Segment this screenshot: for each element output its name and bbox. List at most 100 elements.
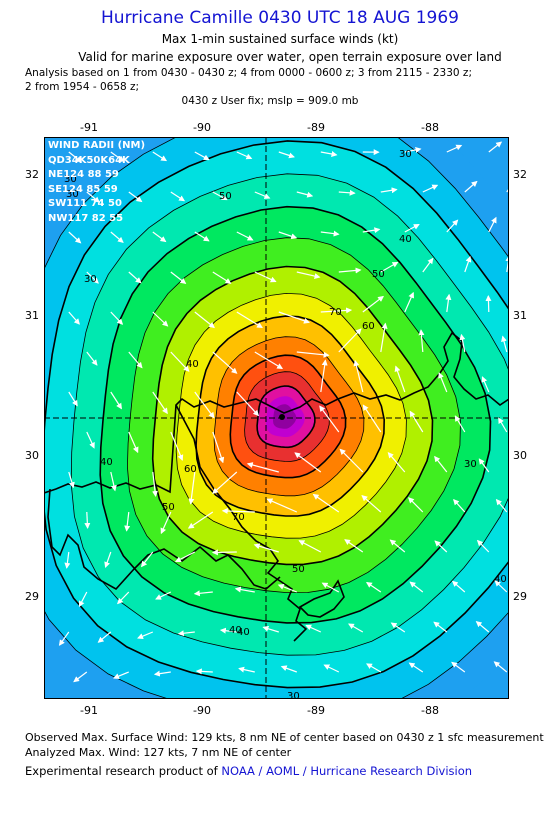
wind-vector-arrow bbox=[321, 582, 340, 593]
credit-prefix: Experimental research product of bbox=[25, 764, 222, 778]
wind-vector-arrow bbox=[475, 621, 490, 633]
wind-vector-arrow bbox=[278, 231, 298, 240]
contour-label: 50 bbox=[162, 502, 175, 513]
storm-center-marker[interactable] bbox=[279, 414, 285, 420]
isotach-contours bbox=[44, 137, 509, 699]
contour-label: 30 bbox=[287, 691, 300, 699]
wind-vector-arrow bbox=[128, 191, 143, 203]
wind-vector-arrow bbox=[485, 295, 492, 313]
contour-label: 30 bbox=[399, 149, 412, 160]
wind-vector-arrow bbox=[453, 498, 466, 513]
wind-vector-arrow bbox=[64, 551, 71, 569]
contour-label: 70 bbox=[329, 307, 342, 318]
wind-vector-arrow bbox=[152, 151, 168, 162]
wind-vector-arrow bbox=[446, 219, 459, 233]
wind-vector-arrow bbox=[68, 471, 75, 489]
contour-label: 30 bbox=[64, 174, 77, 185]
hrd-link[interactable]: NOAA / AOML / Hurricane Research Divisio… bbox=[221, 764, 473, 778]
wind-vector-arrow bbox=[170, 431, 184, 461]
isotach-line bbox=[44, 137, 509, 699]
wind-vector-arrow bbox=[451, 580, 466, 593]
wind-vector-arrow bbox=[68, 391, 78, 407]
wind-vector-arrow bbox=[236, 391, 260, 417]
wind-vector-arrow bbox=[254, 351, 284, 370]
lon-tick-top: -89 bbox=[307, 121, 325, 134]
isotach-line bbox=[229, 354, 347, 479]
wind-vector-arrow bbox=[280, 665, 298, 673]
contour-label: 40 bbox=[237, 627, 250, 638]
wind-vector-arrow bbox=[320, 359, 328, 393]
wind-vector-arrow bbox=[152, 391, 168, 415]
wind-vector-arrow bbox=[338, 267, 362, 274]
wind-vector-arrow bbox=[353, 359, 364, 393]
wind-vector-arrow bbox=[501, 335, 508, 353]
contour-label: 60 bbox=[362, 321, 375, 332]
wind-vector-arrow bbox=[137, 631, 154, 639]
wind-vector-arrow bbox=[128, 351, 143, 369]
contour-label: 50 bbox=[372, 269, 385, 280]
contour-label: 30 bbox=[464, 459, 477, 470]
wind-vector-arrow bbox=[140, 551, 154, 568]
wind-vector-arrow bbox=[464, 180, 478, 193]
wind-vector-arrow bbox=[193, 590, 213, 597]
isotach-line bbox=[175, 292, 407, 539]
wind-vector-arrow bbox=[278, 311, 310, 324]
wind-radii-row: NW117 82 55 bbox=[48, 212, 124, 224]
wind-vectors bbox=[58, 141, 509, 683]
wind-vector-arrow bbox=[262, 625, 279, 633]
wind-vector-arrow bbox=[344, 539, 364, 553]
wind-vector-arrow bbox=[296, 271, 321, 280]
wind-vector-arrow bbox=[212, 351, 238, 374]
coastline-main bbox=[44, 331, 509, 494]
contour-label: 50 bbox=[292, 564, 305, 575]
wind-vector-arrow bbox=[110, 231, 124, 243]
wind-vector-arrow bbox=[305, 624, 322, 633]
wind-vector-arrow bbox=[408, 662, 424, 673]
observed-max-wind: Observed Max. Surface Wind: 129 kts, 8 n… bbox=[25, 731, 544, 744]
lon-tick-top: -90 bbox=[193, 121, 211, 134]
wind-vector-arrow bbox=[361, 495, 382, 513]
wind-vector-arrow bbox=[366, 663, 382, 673]
wind-vector-arrow bbox=[110, 311, 124, 325]
wind-vector-arrow bbox=[323, 664, 340, 673]
wind-vector-arrow bbox=[312, 493, 340, 513]
wind-vector-arrow bbox=[380, 187, 398, 194]
wind-vector-arrow bbox=[407, 497, 424, 513]
lat-tick-right: 31 bbox=[513, 309, 527, 322]
wind-vector-arrow bbox=[187, 511, 214, 529]
wind-vector-arrow bbox=[253, 543, 279, 553]
wind-vector-arrow bbox=[212, 191, 228, 201]
wind-vector-arrow bbox=[170, 271, 187, 285]
wind-vector-arrow bbox=[488, 216, 497, 233]
wind-vector-arrow bbox=[170, 191, 186, 202]
wind-vector-arrow bbox=[348, 623, 364, 633]
analysis-sources-line1: Analysis based on 1 from 0430 - 0430 z; … bbox=[25, 67, 472, 79]
wind-vector-arrow bbox=[320, 151, 338, 157]
validity-note: Valid for marine exposure over water, op… bbox=[78, 50, 502, 64]
lon-tick-bottom: -89 bbox=[307, 704, 325, 717]
contour-label: 40 bbox=[100, 457, 113, 468]
wind-vector-arrow bbox=[86, 271, 99, 284]
wind-vector-arrow bbox=[152, 311, 169, 327]
wind-vector-arrow bbox=[404, 223, 420, 233]
fix-info: 0430 z User fix; mslp = 909.0 mb bbox=[181, 95, 359, 107]
wind-vector-arrow bbox=[339, 448, 364, 473]
wind-vector-arrow bbox=[68, 231, 82, 244]
wind-vector-arrow bbox=[86, 351, 98, 366]
contour-label: 30 bbox=[84, 274, 97, 285]
wind-vector-arrow bbox=[97, 631, 112, 643]
lat-tick-left: 30 bbox=[25, 449, 39, 462]
wind-vector-arrow bbox=[278, 151, 295, 159]
wind-vector-arrow bbox=[124, 511, 131, 532]
wind-field-map-svg[interactable]: 30 40 50 60 70 30 40 50 60 70 40 50 40 30 30 40 50 40 30 30 bbox=[44, 137, 509, 699]
wind-field-map[interactable]: 30 40 50 60 70 30 40 50 60 70 40 50 40 30 30 40 50 40 30 30… bbox=[44, 137, 509, 699]
wind-vector-arrow bbox=[212, 431, 225, 464]
wind-vector-arrow bbox=[409, 581, 424, 593]
wind-vector-arrow bbox=[362, 295, 384, 313]
wind-vector-arrow bbox=[236, 311, 263, 329]
wind-vector-arrow bbox=[494, 580, 508, 593]
wind-vector-arrow bbox=[153, 670, 171, 677]
wind-vector-arrow bbox=[219, 627, 237, 634]
wind-vector-arrow bbox=[110, 391, 122, 410]
credit-line: Experimental research product of NOAA / … bbox=[25, 764, 472, 778]
